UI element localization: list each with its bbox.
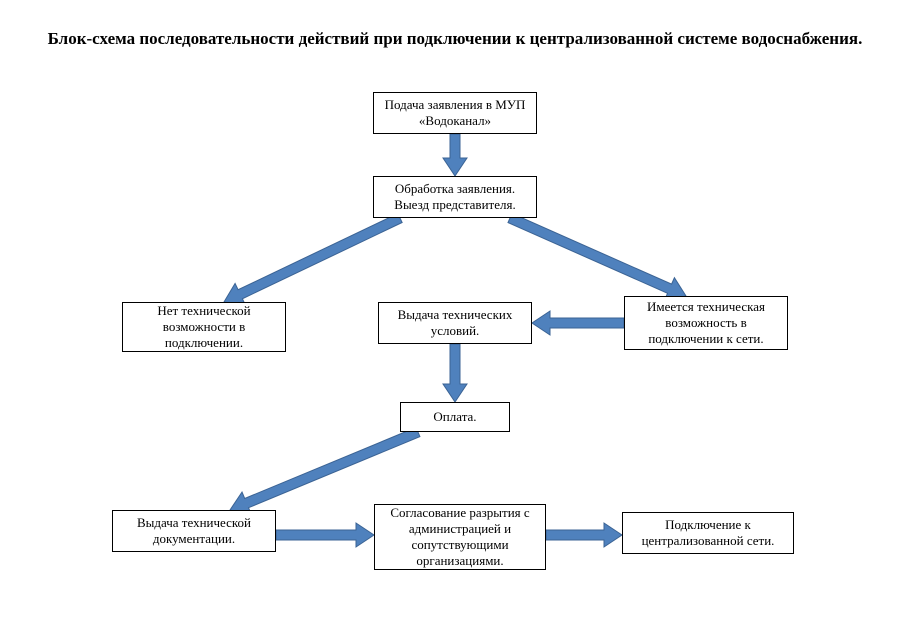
flow-node-n4: Выдача технических условий. <box>378 302 532 344</box>
flow-node-n7: Выдача технической документации. <box>112 510 276 552</box>
page-title: Блок-схема последовательности действий п… <box>0 28 910 50</box>
flow-node-n5: Имеется техническая возможность в подклю… <box>624 296 788 350</box>
flow-node-n8: Согласование разрытия с администрацией и… <box>374 504 546 570</box>
flow-node-n2: Обработка заявления. Выезд представителя… <box>373 176 537 218</box>
flow-node-n9: Подключение к централизованной сети. <box>622 512 794 554</box>
flow-node-n1: Подача заявления в МУП «Водоканал» <box>373 92 537 134</box>
flow-node-n3: Нет технической возможности в подключени… <box>122 302 286 352</box>
flow-node-n6: Оплата. <box>400 402 510 432</box>
